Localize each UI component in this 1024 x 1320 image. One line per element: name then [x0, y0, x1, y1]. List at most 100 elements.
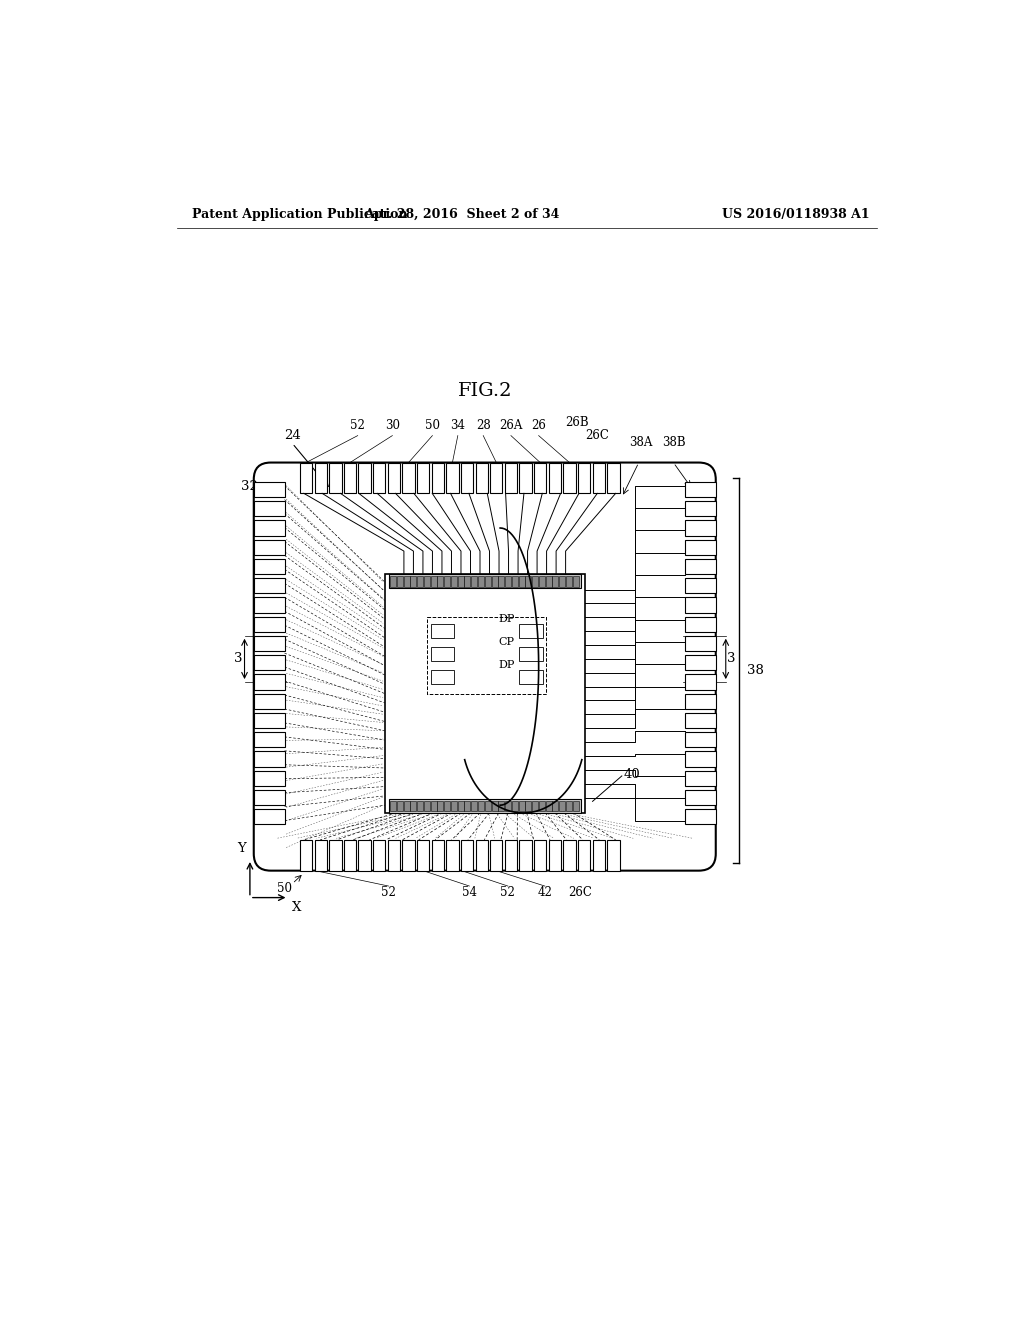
Bar — [254, 713, 285, 729]
Bar — [563, 840, 575, 871]
Bar — [505, 576, 511, 586]
Bar — [314, 840, 327, 871]
Bar — [499, 800, 504, 812]
Bar — [685, 597, 716, 612]
Bar — [492, 800, 498, 812]
Text: FIG.2: FIG.2 — [458, 381, 512, 400]
Bar — [427, 616, 547, 693]
Bar — [330, 840, 342, 871]
Text: 38B: 38B — [662, 437, 685, 449]
Bar — [431, 576, 436, 586]
Bar — [552, 800, 558, 812]
Bar — [300, 462, 312, 494]
Bar — [593, 462, 605, 494]
Bar — [492, 576, 498, 586]
Bar — [685, 789, 716, 805]
Bar — [254, 809, 285, 825]
Text: 26C: 26C — [568, 886, 592, 899]
Bar — [552, 576, 558, 586]
Bar — [518, 576, 524, 586]
Bar — [254, 655, 285, 671]
Text: 50: 50 — [425, 418, 440, 432]
Bar — [411, 800, 417, 812]
Bar — [390, 576, 396, 586]
Bar — [505, 462, 517, 494]
Bar — [539, 576, 545, 586]
Bar — [685, 713, 716, 729]
Bar — [373, 840, 385, 871]
Bar — [254, 616, 285, 632]
Bar — [344, 462, 356, 494]
Bar — [254, 578, 285, 594]
Bar — [344, 840, 356, 871]
Bar — [685, 809, 716, 825]
Text: 28: 28 — [476, 418, 490, 432]
Text: X: X — [292, 902, 302, 915]
Bar — [397, 576, 402, 586]
Text: 50: 50 — [278, 882, 292, 895]
Text: 38A: 38A — [630, 437, 653, 449]
Text: 24: 24 — [285, 429, 301, 442]
Bar — [685, 693, 716, 709]
Bar — [566, 576, 572, 586]
Text: 3: 3 — [234, 652, 243, 665]
Bar — [535, 840, 547, 871]
Bar — [559, 576, 565, 586]
Text: 26A: 26A — [500, 418, 522, 432]
Bar — [431, 647, 454, 661]
Bar — [461, 462, 473, 494]
Bar — [451, 800, 457, 812]
Bar — [465, 576, 470, 586]
Bar — [437, 576, 443, 586]
Bar — [484, 576, 490, 586]
Bar — [546, 576, 552, 586]
Bar — [373, 462, 385, 494]
Bar — [499, 576, 504, 586]
Bar — [388, 574, 581, 589]
Bar — [593, 840, 605, 871]
Bar — [685, 502, 716, 516]
Bar — [685, 733, 716, 747]
Bar — [424, 800, 430, 812]
Text: Y: Y — [238, 842, 246, 855]
Bar — [505, 800, 511, 812]
Bar — [254, 597, 285, 612]
Bar — [451, 576, 457, 586]
Bar — [388, 462, 400, 494]
Bar — [388, 799, 581, 813]
Text: DP: DP — [499, 660, 515, 671]
Bar — [685, 655, 716, 671]
Bar — [314, 462, 327, 494]
Text: 52: 52 — [381, 886, 396, 899]
Bar — [607, 840, 620, 871]
Bar — [446, 840, 459, 871]
Text: 3: 3 — [727, 652, 735, 665]
Bar — [300, 840, 312, 871]
Bar — [572, 800, 579, 812]
Bar — [437, 800, 443, 812]
Bar — [458, 576, 464, 586]
Text: 54: 54 — [462, 886, 477, 899]
Bar — [685, 520, 716, 536]
Bar — [519, 647, 543, 661]
Bar — [685, 558, 716, 574]
Bar — [518, 800, 524, 812]
Bar — [559, 800, 565, 812]
Bar — [432, 840, 444, 871]
Bar — [254, 540, 285, 554]
Bar — [254, 675, 285, 689]
Bar — [254, 502, 285, 516]
Bar — [388, 840, 400, 871]
Text: 26B: 26B — [565, 416, 589, 429]
Bar — [432, 462, 444, 494]
Text: Patent Application Publication: Patent Application Publication — [193, 209, 408, 222]
Bar — [519, 671, 543, 684]
Bar — [685, 578, 716, 594]
Bar — [478, 576, 484, 586]
Bar — [403, 576, 410, 586]
Bar — [578, 462, 590, 494]
Text: US 2016/0118938 A1: US 2016/0118938 A1 — [722, 209, 869, 222]
Bar — [417, 840, 429, 871]
Bar — [254, 636, 285, 651]
Bar — [546, 800, 552, 812]
